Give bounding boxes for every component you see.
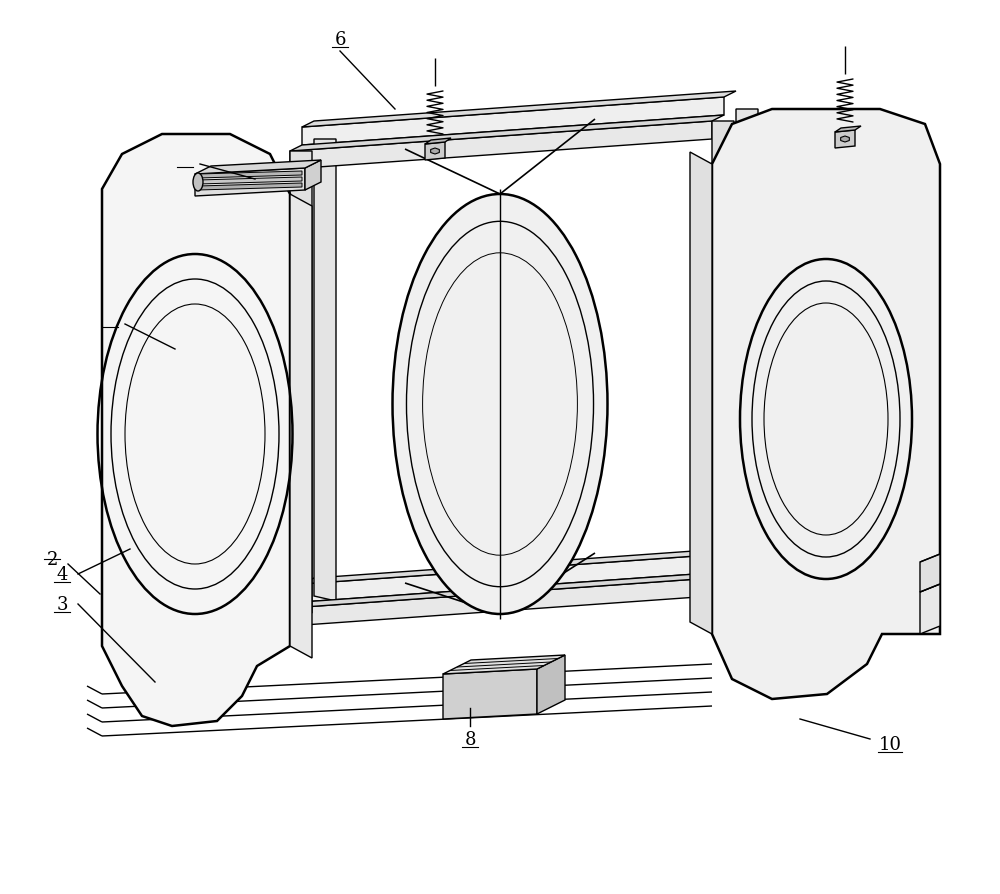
- Polygon shape: [425, 143, 445, 161]
- Polygon shape: [736, 110, 758, 571]
- Polygon shape: [302, 97, 724, 146]
- Polygon shape: [537, 655, 565, 714]
- Polygon shape: [290, 152, 312, 613]
- Polygon shape: [198, 178, 302, 185]
- Text: 7: 7: [179, 151, 191, 169]
- Polygon shape: [195, 169, 305, 197]
- Text: 8: 8: [464, 730, 476, 748]
- Polygon shape: [195, 161, 321, 175]
- Polygon shape: [443, 670, 537, 719]
- Polygon shape: [302, 548, 736, 585]
- Polygon shape: [290, 116, 724, 152]
- Polygon shape: [443, 655, 565, 674]
- Polygon shape: [712, 110, 940, 699]
- Polygon shape: [198, 172, 302, 179]
- Text: 3: 3: [56, 595, 68, 613]
- Polygon shape: [305, 161, 321, 190]
- Polygon shape: [841, 137, 849, 143]
- Text: 2: 2: [46, 551, 58, 569]
- Polygon shape: [920, 585, 940, 634]
- Polygon shape: [302, 554, 724, 603]
- Polygon shape: [425, 139, 451, 145]
- Ellipse shape: [193, 173, 203, 192]
- Polygon shape: [198, 184, 302, 190]
- Ellipse shape: [392, 195, 608, 614]
- Polygon shape: [102, 135, 290, 726]
- Polygon shape: [290, 195, 312, 658]
- Text: 10: 10: [879, 735, 902, 753]
- Polygon shape: [290, 578, 712, 627]
- Text: 4: 4: [56, 565, 68, 584]
- Polygon shape: [314, 139, 336, 602]
- Text: 5: 5: [104, 310, 116, 329]
- Polygon shape: [835, 127, 861, 133]
- Polygon shape: [920, 554, 940, 593]
- Polygon shape: [302, 92, 736, 128]
- Polygon shape: [431, 148, 439, 155]
- Polygon shape: [690, 153, 712, 634]
- Polygon shape: [290, 572, 724, 608]
- Polygon shape: [712, 122, 734, 584]
- Polygon shape: [290, 122, 712, 170]
- Text: 6: 6: [334, 31, 346, 49]
- Polygon shape: [835, 131, 855, 148]
